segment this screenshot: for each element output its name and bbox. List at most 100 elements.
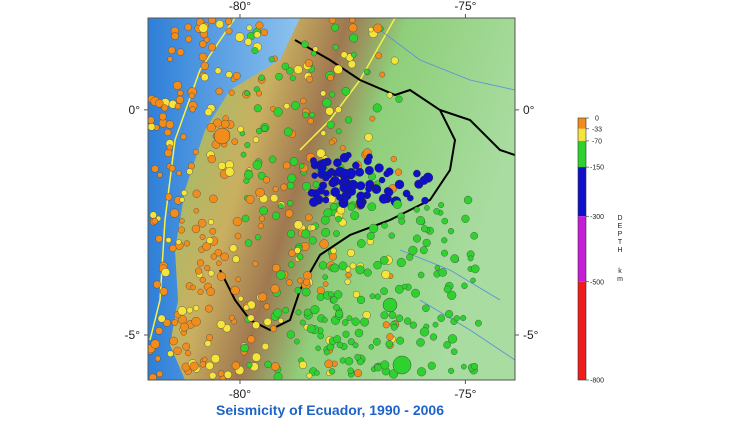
event-dot bbox=[363, 68, 370, 75]
event-dot bbox=[183, 240, 190, 247]
event-dot bbox=[309, 197, 319, 207]
event-dot bbox=[415, 216, 425, 225]
event-dot bbox=[335, 309, 344, 318]
event-dot bbox=[179, 218, 185, 224]
event-dot bbox=[255, 187, 265, 198]
event-dot bbox=[419, 175, 429, 185]
event-dot bbox=[347, 367, 354, 374]
event-dot bbox=[374, 293, 381, 300]
event-dot bbox=[187, 162, 195, 170]
event-dot bbox=[330, 263, 340, 273]
event-dot bbox=[382, 297, 398, 313]
event-dot bbox=[407, 194, 414, 202]
event-dot bbox=[392, 355, 412, 375]
x-tick-label: -80° bbox=[229, 387, 251, 401]
event-dot bbox=[422, 304, 430, 313]
event-dot bbox=[367, 202, 377, 212]
event-dot bbox=[200, 61, 209, 70]
event-dot bbox=[217, 370, 225, 377]
event-dot bbox=[157, 172, 163, 178]
event-dot bbox=[243, 304, 250, 311]
event-dot bbox=[289, 157, 299, 166]
event-dot bbox=[348, 23, 358, 33]
event-dot bbox=[232, 71, 241, 80]
event-dot bbox=[157, 314, 166, 323]
event-dot bbox=[390, 56, 399, 65]
event-dot bbox=[374, 163, 384, 173]
event-dot bbox=[237, 125, 244, 133]
event-dot bbox=[328, 291, 334, 298]
event-dot bbox=[151, 165, 159, 173]
event-dot bbox=[381, 222, 388, 229]
event-dot bbox=[333, 230, 340, 237]
event-dot bbox=[169, 244, 177, 252]
event-dot bbox=[301, 40, 309, 48]
event-dot bbox=[403, 317, 412, 325]
event-dot bbox=[208, 18, 217, 25]
event-dot bbox=[149, 211, 157, 219]
event-dot bbox=[264, 360, 272, 368]
event-dot bbox=[316, 148, 326, 158]
event-dot bbox=[244, 170, 254, 180]
event-dot bbox=[272, 211, 280, 220]
event-dot bbox=[220, 252, 229, 262]
event-dot bbox=[244, 142, 251, 148]
event-dot bbox=[320, 215, 330, 225]
event-dot bbox=[307, 188, 316, 197]
event-dot bbox=[148, 122, 156, 131]
event-dot bbox=[311, 50, 317, 57]
legend-tick-label: -70 bbox=[592, 138, 602, 145]
event-dot bbox=[349, 33, 359, 43]
event-dot bbox=[209, 227, 217, 235]
event-dot bbox=[216, 271, 226, 281]
event-dot bbox=[441, 217, 449, 225]
event-dot bbox=[302, 182, 311, 191]
event-dot bbox=[161, 104, 169, 112]
event-dot bbox=[164, 128, 172, 137]
event-dot bbox=[209, 194, 218, 203]
y-tick-label: 0° bbox=[129, 103, 141, 117]
event-dot bbox=[237, 295, 244, 302]
event-dot bbox=[155, 327, 163, 335]
event-dot bbox=[330, 296, 338, 304]
event-dot bbox=[221, 119, 230, 129]
event-dot bbox=[419, 327, 430, 337]
event-dot bbox=[246, 362, 253, 369]
event-dot bbox=[294, 247, 301, 254]
event-dot bbox=[159, 287, 168, 296]
event-dot bbox=[176, 170, 182, 177]
event-dot bbox=[453, 315, 460, 322]
event-dot bbox=[335, 215, 342, 223]
event-dot bbox=[321, 227, 331, 237]
event-dot bbox=[300, 97, 307, 105]
event-dot bbox=[263, 317, 272, 326]
x-tick-label: -75° bbox=[454, 0, 476, 13]
event-dot bbox=[309, 224, 316, 231]
event-dot bbox=[373, 337, 381, 346]
event-dot bbox=[323, 349, 330, 356]
trench-line bbox=[149, 18, 236, 341]
event-dot bbox=[296, 253, 304, 261]
event-dot bbox=[356, 295, 366, 304]
event-dot bbox=[230, 285, 240, 295]
event-dot bbox=[167, 56, 173, 62]
event-dot bbox=[390, 324, 398, 331]
event-dot bbox=[256, 127, 263, 135]
event-dot bbox=[319, 181, 328, 190]
y-tick-label: -5° bbox=[125, 328, 141, 342]
event-dot bbox=[225, 27, 233, 35]
legend-tick-label: -33 bbox=[592, 126, 602, 133]
map-area bbox=[148, 18, 515, 380]
event-dot bbox=[206, 122, 216, 133]
event-dot bbox=[422, 238, 431, 247]
event-dot bbox=[186, 306, 194, 314]
event-dot bbox=[161, 267, 171, 277]
event-dot bbox=[386, 92, 393, 99]
event-dot bbox=[319, 239, 329, 249]
event-dot bbox=[271, 362, 280, 371]
event-dot bbox=[244, 38, 253, 46]
event-dot bbox=[203, 36, 210, 43]
event-dot bbox=[461, 214, 470, 223]
event-dot bbox=[169, 208, 180, 218]
event-dot bbox=[366, 153, 373, 161]
